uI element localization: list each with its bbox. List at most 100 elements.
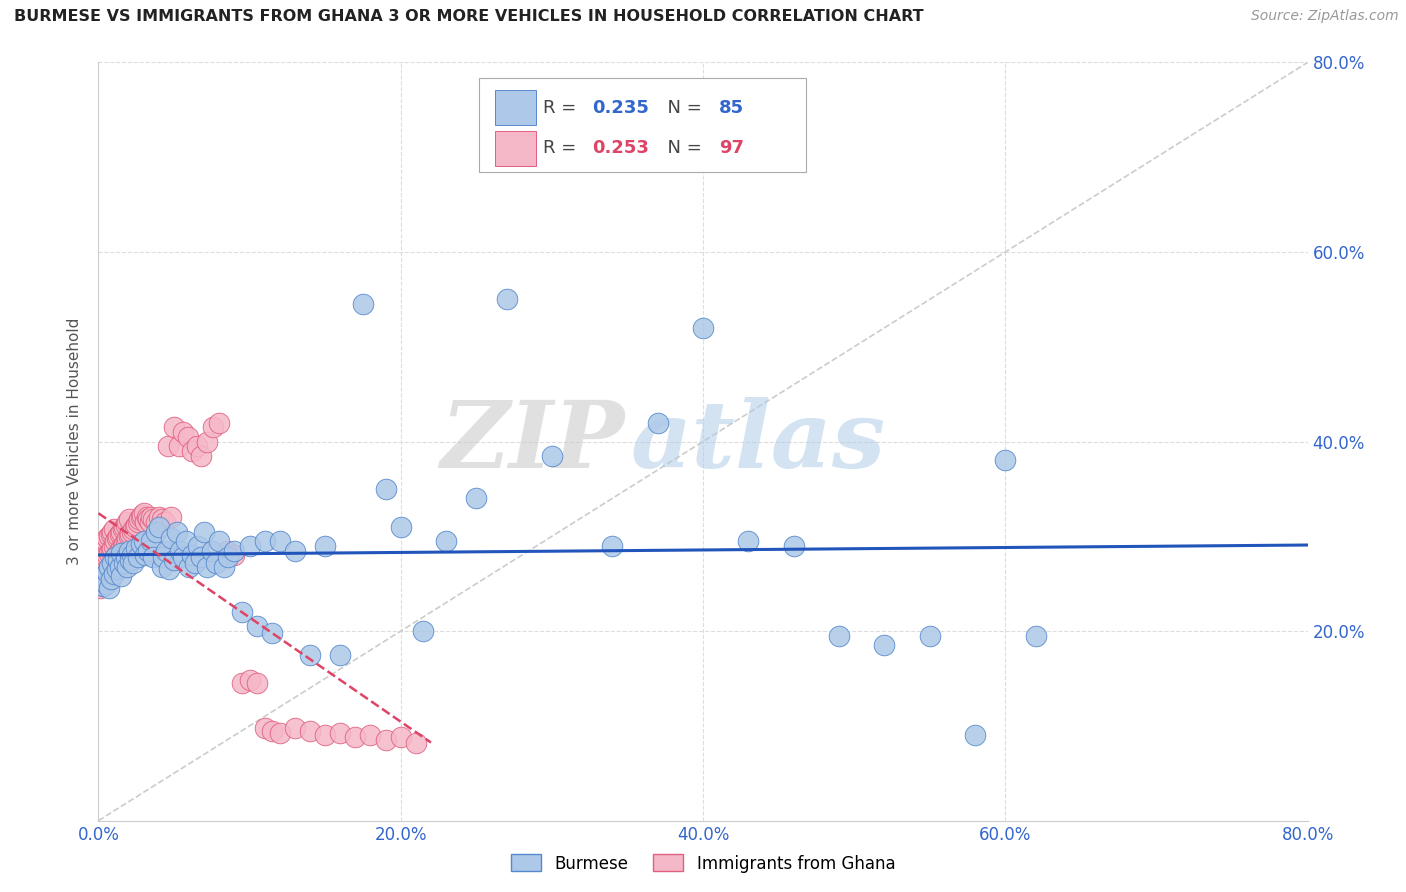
Point: [112, 556, 135, 570]
Point: [103, 567, 125, 582]
Point: [1024, 629, 1046, 643]
Point: [127, 550, 149, 565]
Text: 0.235: 0.235: [592, 99, 648, 117]
Point: [190, 449, 212, 463]
Point: [965, 728, 987, 742]
Point: [120, 527, 142, 541]
Point: [110, 541, 132, 555]
Point: [647, 416, 669, 430]
Point: [101, 541, 124, 555]
Point: [104, 534, 127, 549]
Point: [96, 531, 118, 545]
Text: R =: R =: [543, 139, 582, 157]
Point: [110, 569, 132, 583]
Point: [737, 534, 759, 549]
Point: [284, 721, 307, 735]
Point: [150, 559, 173, 574]
Point: [104, 550, 127, 565]
Point: [389, 730, 412, 744]
Point: [412, 624, 434, 639]
Point: [405, 736, 427, 750]
Point: [96, 548, 118, 563]
Point: [184, 556, 207, 570]
Point: [134, 515, 156, 529]
Point: [120, 553, 142, 567]
Point: [602, 539, 624, 553]
Point: [91, 579, 114, 593]
Point: [136, 543, 159, 558]
Text: R =: R =: [543, 99, 582, 117]
FancyBboxPatch shape: [495, 130, 536, 166]
Point: [91, 559, 114, 574]
Point: [110, 546, 132, 560]
Point: [246, 676, 269, 690]
Point: [94, 534, 117, 549]
FancyBboxPatch shape: [479, 78, 806, 172]
Point: [107, 546, 129, 560]
Point: [142, 550, 165, 565]
Point: [122, 556, 145, 570]
Point: [115, 515, 138, 529]
Point: [121, 548, 143, 563]
Point: [299, 723, 322, 738]
Point: [269, 534, 291, 549]
Point: [195, 559, 218, 574]
Point: [692, 320, 714, 334]
Point: [181, 548, 204, 563]
Point: [129, 537, 152, 551]
Point: [105, 531, 128, 545]
Point: [187, 539, 209, 553]
Point: [465, 491, 488, 506]
Point: [190, 550, 212, 565]
Point: [118, 512, 141, 526]
Point: [115, 559, 138, 574]
Point: [352, 297, 374, 311]
Point: [181, 444, 204, 458]
Point: [93, 539, 115, 553]
Point: [166, 524, 188, 539]
Point: [89, 582, 111, 596]
Text: atlas: atlas: [630, 397, 886, 486]
Point: [389, 520, 412, 534]
Point: [246, 619, 269, 633]
Point: [163, 553, 186, 567]
Point: [239, 539, 262, 553]
Point: [329, 726, 352, 740]
Text: ZIP: ZIP: [440, 397, 624, 486]
Point: [107, 553, 129, 567]
Point: [141, 510, 163, 524]
Point: [121, 524, 143, 539]
Point: [91, 579, 114, 593]
Point: [114, 517, 136, 532]
Point: [135, 510, 157, 524]
Text: N =: N =: [655, 99, 707, 117]
Point: [103, 522, 125, 536]
Point: [253, 534, 276, 549]
Point: [314, 539, 336, 553]
Text: Source: ZipAtlas.com: Source: ZipAtlas.com: [1251, 9, 1399, 23]
Point: [215, 543, 238, 558]
Point: [360, 728, 382, 742]
Point: [299, 648, 322, 662]
Point: [131, 508, 153, 523]
Point: [105, 562, 128, 576]
Point: [262, 723, 284, 738]
Point: [129, 510, 152, 524]
Point: [114, 550, 136, 565]
Point: [108, 543, 131, 558]
Point: [163, 420, 186, 434]
Point: [262, 626, 284, 640]
Point: [202, 420, 225, 434]
Point: [169, 543, 191, 558]
Point: [100, 559, 122, 574]
Text: BURMESE VS IMMIGRANTS FROM GHANA 3 OR MORE VEHICLES IN HOUSEHOLD CORRELATION CHA: BURMESE VS IMMIGRANTS FROM GHANA 3 OR MO…: [14, 9, 924, 24]
Text: 0.253: 0.253: [592, 139, 648, 157]
Point: [212, 559, 235, 574]
Point: [208, 416, 231, 430]
Point: [98, 562, 121, 576]
Point: [918, 629, 941, 643]
Legend: Burmese, Immigrants from Ghana: Burmese, Immigrants from Ghana: [505, 847, 901, 880]
Point: [101, 556, 124, 570]
Point: [98, 529, 121, 543]
Point: [89, 562, 111, 576]
